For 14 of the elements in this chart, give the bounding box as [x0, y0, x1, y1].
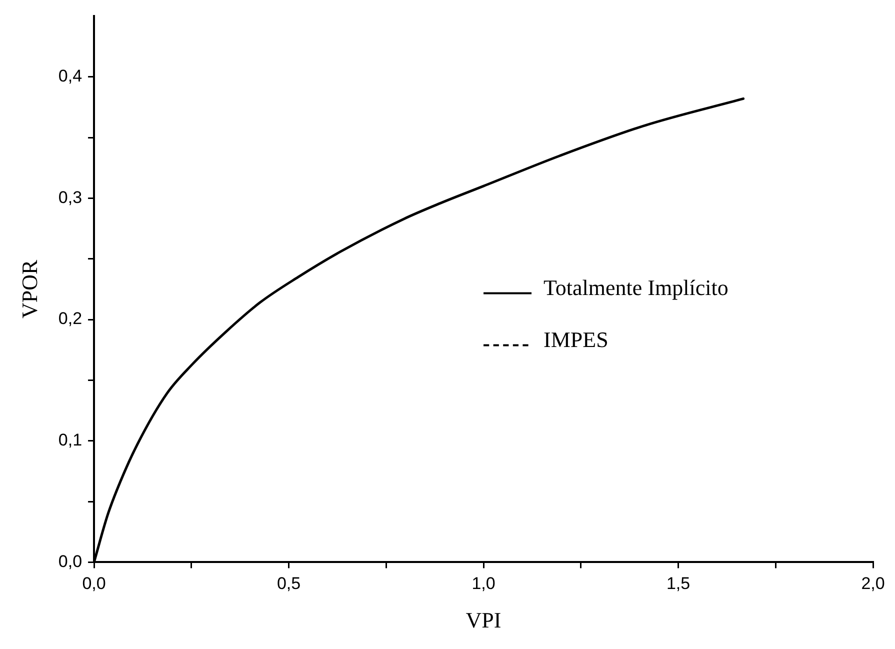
x-tick-label: 2,0: [861, 574, 885, 594]
x-tick-label: 1,0: [472, 574, 496, 594]
x-tick-label: 1,5: [666, 574, 690, 594]
y-tick-label: 0,0: [58, 552, 82, 571]
legend-label: Totalmente Implícito: [544, 274, 728, 300]
legend-label: IMPES: [544, 326, 608, 352]
y-axis-title: VPOR: [16, 260, 42, 319]
y-tick-label: 0,2: [58, 309, 82, 328]
x-axis-title: VPI: [466, 608, 502, 633]
x-tick-label: 0,0: [82, 574, 106, 594]
x-tick-label: 0,5: [276, 574, 301, 594]
y-tick-label: 0,4: [58, 66, 82, 86]
y-tick-label: 0,3: [58, 188, 82, 207]
y-tick-label: 0,1: [58, 430, 82, 450]
